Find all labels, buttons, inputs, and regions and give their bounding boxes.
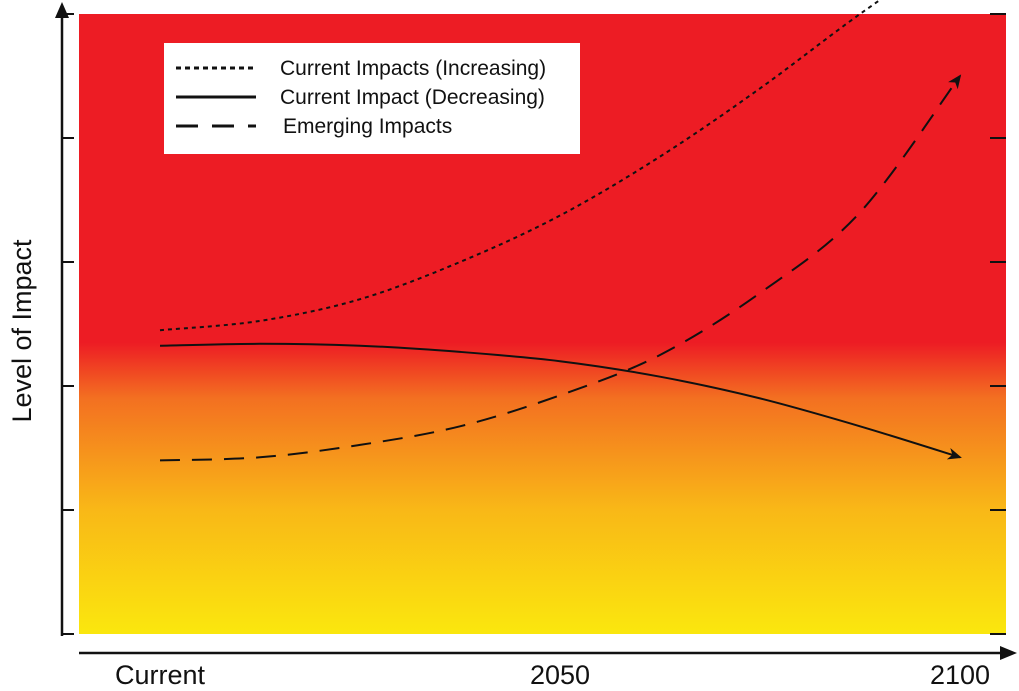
- y-axis-title: Level of Impact: [7, 239, 37, 423]
- series-line-current-impacts-increasing: [159, 0, 882, 332]
- series-line-current-impact-decreasing: [159, 342, 962, 460]
- y-axis-arrowhead: [55, 2, 69, 18]
- x-tick-label: Current: [115, 660, 206, 690]
- legend-label: Emerging Impacts: [283, 115, 452, 138]
- x-axis: [79, 646, 1017, 660]
- bottom-axis-ticks: [160, 643, 960, 653]
- legend-label: Current Impact (Decreasing): [280, 86, 545, 109]
- x-tick-label: 2100: [930, 660, 990, 690]
- left-axis-ticks: [62, 13, 74, 635]
- y-axis: [55, 2, 69, 636]
- right-axis-ticks: [990, 13, 1006, 635]
- series-line-emerging-impacts: [159, 74, 962, 462]
- series-lines: [159, 0, 962, 462]
- x-tick-labels: Current 2050 2100: [115, 660, 990, 690]
- legend: Current Impacts (Increasing) Current Impa…: [164, 43, 580, 154]
- x-axis-arrowhead: [1000, 646, 1017, 660]
- legend-items: Current Impacts (Increasing) Current Impa…: [176, 57, 546, 138]
- legend-label: Current Impacts (Increasing): [280, 57, 546, 80]
- x-tick-label: 2050: [530, 660, 590, 690]
